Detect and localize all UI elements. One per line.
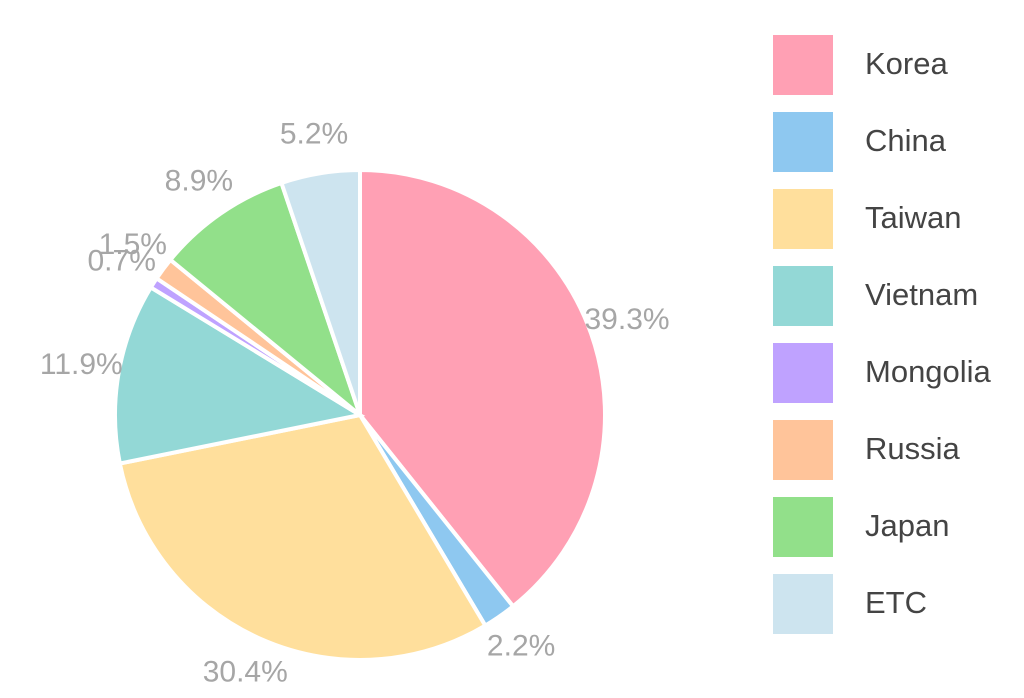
value-label: 39.3% [585,303,670,336]
legend-swatch [773,35,833,95]
pie-slice [113,284,366,466]
pie-slice [358,167,607,610]
legend-swatch [773,189,833,249]
legend-label: China [865,123,947,158]
legend-label: Vietnam [865,277,978,312]
legend-label: Japan [865,508,949,543]
legend-label: Taiwan [865,200,962,235]
value-label: 1.5% [99,228,167,261]
pie-slice [278,167,362,416]
value-label: 30.4% [203,656,288,689]
legend-swatch [773,574,833,634]
pie-slice [117,412,489,662]
legend-label: Russia [865,431,961,466]
value-label: 2.2% [487,630,555,663]
value-label: 11.9% [40,348,123,381]
legend-swatch [773,497,833,557]
legend-swatch [773,343,833,403]
legend-label: Mongolia [865,354,992,389]
legend-swatch [773,112,833,172]
value-label: 8.9% [165,164,233,197]
legend-label: Korea [865,46,948,81]
legend-label: ETC [865,585,927,620]
value-label: 0.7% [87,244,155,277]
legend-swatch [773,420,833,480]
legend-swatch [773,266,833,326]
value-label: 5.2% [280,118,348,151]
pie-slice [167,180,365,421]
